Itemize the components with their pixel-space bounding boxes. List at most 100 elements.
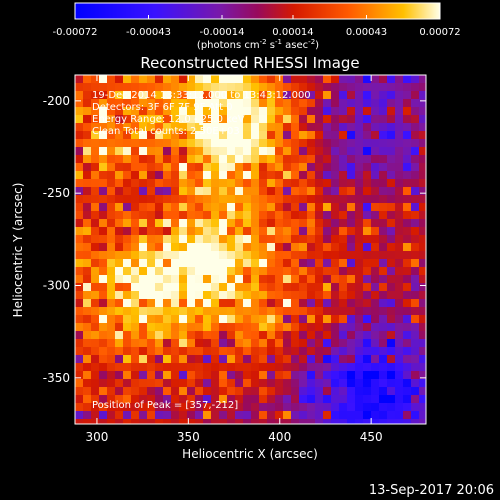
heatmap-cell (243, 259, 252, 268)
heatmap-cell (251, 251, 260, 260)
heatmap-cell (139, 147, 148, 156)
heatmap-cell (235, 131, 244, 140)
heatmap-cell (315, 83, 324, 92)
heatmap-cell (363, 403, 372, 412)
heatmap-cell (395, 123, 404, 132)
heatmap-cell (411, 139, 420, 148)
heatmap-cell (163, 379, 172, 388)
heatmap-cell (339, 267, 348, 276)
heatmap-cell (99, 315, 108, 324)
heatmap-cell (419, 371, 426, 380)
heatmap-cell (163, 91, 172, 100)
heatmap-cell (267, 211, 276, 220)
heatmap-cell (179, 227, 188, 236)
heatmap-cell (259, 331, 268, 340)
heatmap-cell (179, 179, 188, 188)
heatmap-cell (139, 155, 148, 164)
heatmap-cell (355, 419, 364, 424)
heatmap-cell (251, 347, 260, 356)
heatmap-cell (91, 323, 100, 332)
heatmap-cell (339, 211, 348, 220)
heatmap-cell (99, 291, 108, 300)
heatmap-cell (339, 307, 348, 316)
heatmap-cell (91, 339, 100, 348)
heatmap-cell (307, 203, 316, 212)
heatmap-cell (187, 171, 196, 180)
heatmap-cell (323, 283, 332, 292)
heatmap-cell (411, 411, 420, 420)
heatmap-cell (195, 227, 204, 236)
heatmap-cell (315, 75, 324, 84)
heatmap-cell (331, 403, 340, 412)
heatmap-cell (75, 339, 84, 348)
heatmap-cell (155, 307, 164, 316)
heatmap-cell (235, 99, 244, 108)
heatmap-cell (395, 251, 404, 260)
heatmap-cell (251, 187, 260, 196)
colorbar-gradient (74, 2, 441, 20)
heatmap-cell (203, 251, 212, 260)
heatmap-cell (267, 235, 276, 244)
heatmap-cell (379, 83, 388, 92)
heatmap-cell (315, 347, 324, 356)
heatmap-cell (291, 371, 300, 380)
heatmap-cell (403, 307, 412, 316)
heatmap-cell (147, 235, 156, 244)
heatmap-cell (363, 131, 372, 140)
heatmap-cell (123, 235, 132, 244)
heatmap-cell (227, 355, 236, 364)
heatmap-cell (235, 363, 244, 372)
heatmap-cell (395, 411, 404, 420)
heatmap-cell (379, 187, 388, 196)
heatmap-cell (355, 83, 364, 92)
heatmap-cell (299, 235, 308, 244)
heatmap-cell (307, 267, 316, 276)
heatmap-cell (107, 387, 116, 396)
heatmap-cell (411, 91, 420, 100)
heatmap-cell (243, 147, 252, 156)
heatmap-cell (331, 91, 340, 100)
heatmap-cell (251, 307, 260, 316)
heatmap-cell (291, 331, 300, 340)
heatmap-cell (371, 419, 380, 424)
heatmap-cell (139, 227, 148, 236)
heatmap-cell (355, 299, 364, 308)
heatmap-cell (387, 259, 396, 268)
heatmap-cell (107, 227, 116, 236)
heatmap-cell (155, 227, 164, 236)
heatmap-cell (99, 299, 108, 308)
colorbar-tick-label: 0.00014 (272, 27, 313, 38)
heatmap-cell (155, 83, 164, 92)
heatmap-cell (347, 259, 356, 268)
heatmap-cell (203, 283, 212, 292)
heatmap-cell (131, 347, 140, 356)
heatmap-cell (283, 131, 292, 140)
heatmap-cell (355, 403, 364, 412)
heatmap-cell (363, 187, 372, 196)
heatmap-cell (259, 411, 268, 420)
heatmap-cell (195, 379, 204, 388)
heatmap-cell (299, 347, 308, 356)
heatmap-cell (243, 219, 252, 228)
heatmap-cell (211, 403, 220, 412)
heatmap-cell (171, 75, 180, 84)
heatmap-cell (163, 331, 172, 340)
heatmap-cell (275, 411, 284, 420)
heatmap-cell (363, 395, 372, 404)
heatmap-cell (323, 195, 332, 204)
heatmap-cell (91, 147, 100, 156)
heatmap-cell (75, 171, 84, 180)
heatmap-cell (163, 195, 172, 204)
heatmap-cell (411, 283, 420, 292)
heatmap-cell (291, 395, 300, 404)
heatmap-cell (323, 315, 332, 324)
heatmap-cell (307, 139, 316, 148)
heatmap-cell (99, 323, 108, 332)
heatmap-cell (195, 363, 204, 372)
heatmap-cell (147, 411, 156, 420)
heatmap-cell (123, 123, 132, 132)
heatmap-cell (187, 195, 196, 204)
heatmap-cell (163, 307, 172, 316)
heatmap-cell (219, 91, 228, 100)
heatmap-cell (275, 283, 284, 292)
